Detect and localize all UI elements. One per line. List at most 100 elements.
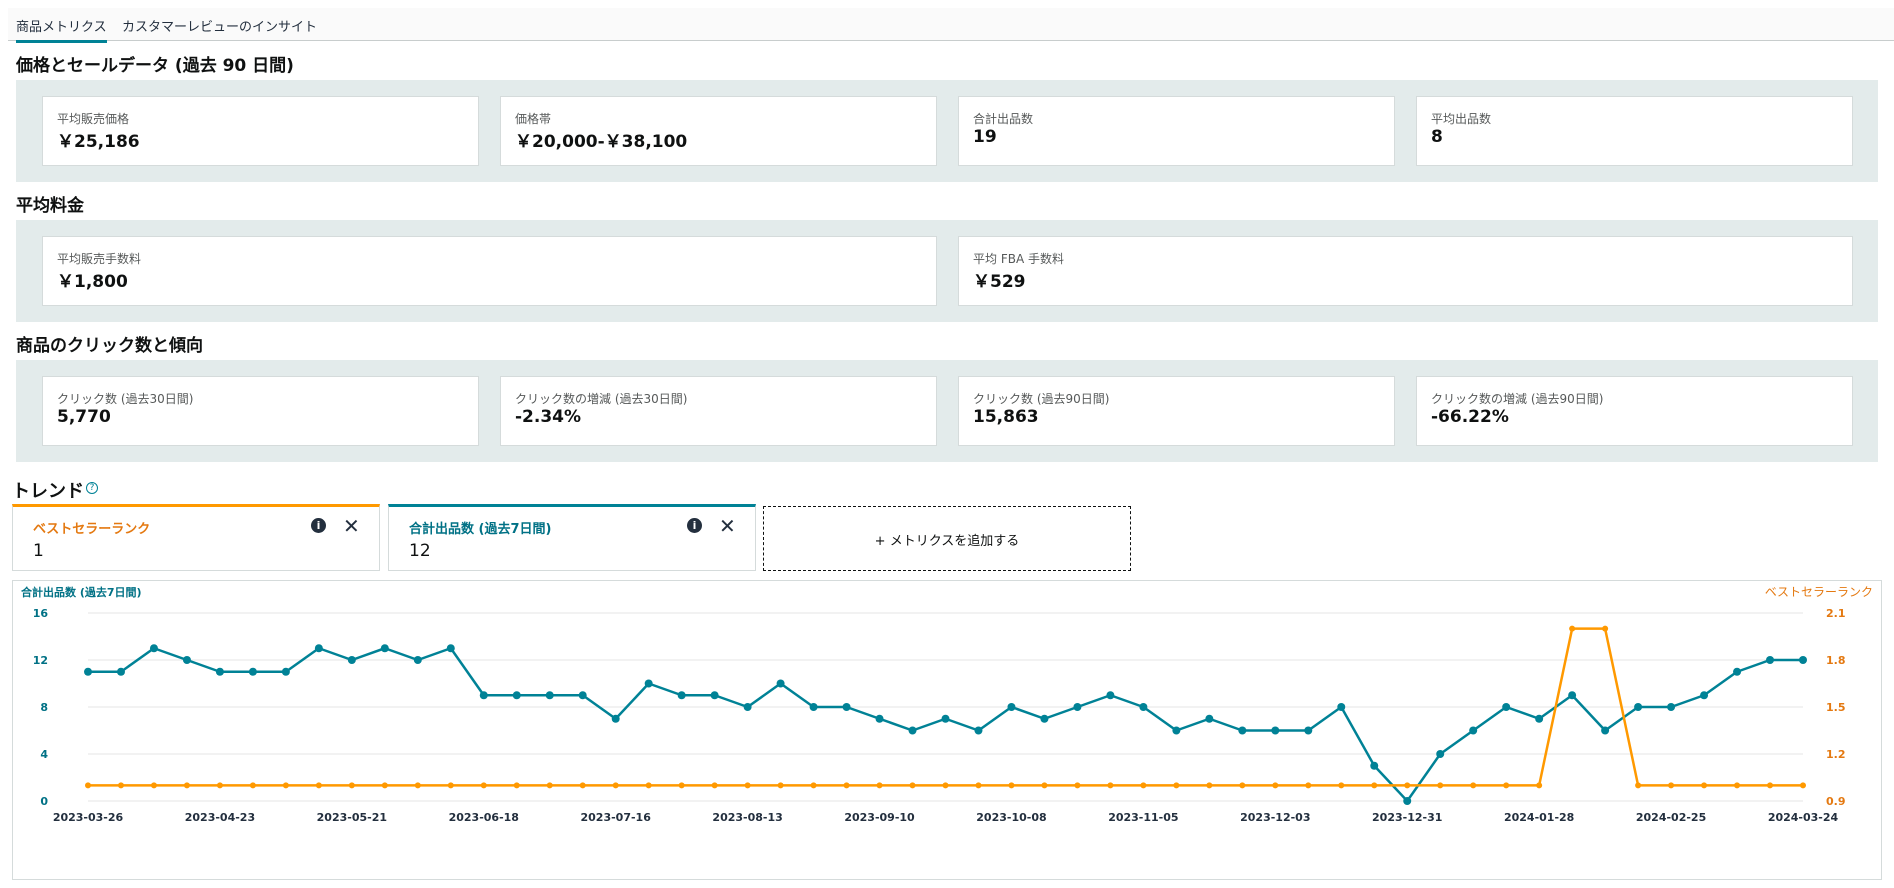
- metric-card-avg-fba-fee: 平均 FBA 手数料 ￥529: [958, 236, 1853, 306]
- data-point-bestseller-rank: [216, 782, 223, 789]
- info-icon[interactable]: i: [311, 518, 326, 533]
- metric-label: 価格帯: [515, 112, 552, 126]
- left-tick-label: 4: [40, 748, 48, 761]
- data-point-total-offers: [314, 644, 323, 653]
- data-point-bestseller-rank: [1635, 782, 1642, 789]
- data-point-total-offers: [1700, 691, 1709, 700]
- data-point-bestseller-rank: [1536, 782, 1543, 789]
- data-point-bestseller-rank: [777, 782, 784, 789]
- x-tick-label: 2023-04-23: [185, 811, 255, 824]
- question-circle-icon[interactable]: ?: [86, 482, 98, 494]
- data-point-total-offers: [875, 714, 884, 723]
- data-point-bestseller-rank: [744, 782, 751, 789]
- data-point-total-offers: [380, 644, 389, 653]
- data-point-bestseller-rank: [381, 782, 388, 789]
- metric-card-avg-offers: 平均出品数 8: [1416, 96, 1853, 166]
- metric-card-total-offers: 合計出品数 19: [958, 96, 1395, 166]
- data-point-total-offers: [743, 703, 752, 711]
- data-point-total-offers: [1370, 761, 1379, 770]
- data-point-total-offers: [281, 667, 290, 676]
- data-point-total-offers: [1238, 726, 1247, 735]
- data-point-total-offers: [1040, 714, 1049, 723]
- x-tick-label: 2024-03-24: [1768, 811, 1839, 824]
- data-point-bestseller-rank: [1437, 782, 1444, 789]
- x-tick-label: 2023-11-05: [1108, 811, 1178, 824]
- data-point-total-offers: [413, 656, 422, 664]
- fees-section-title: 平均料金: [16, 196, 84, 216]
- data-point-bestseller-rank: [1734, 782, 1741, 789]
- left-tick-label: 8: [40, 701, 48, 714]
- info-icon[interactable]: i: [687, 518, 702, 533]
- close-icon[interactable]: ✕: [343, 514, 360, 538]
- metric-label: クリック数 (過去90日間): [973, 392, 1110, 406]
- metric-chip-bestseller-rank[interactable]: ベストセラーランク 1 i ✕: [12, 504, 380, 571]
- data-point-bestseller-rank: [1206, 782, 1213, 789]
- metric-label: クリック数の増減 (過去90日間): [1431, 392, 1604, 406]
- right-tick-label: 2.1: [1826, 607, 1846, 620]
- metric-chip-total-offers-7d[interactable]: 合計出品数 (過去7日間) 12 i ✕: [388, 504, 756, 571]
- tab-bar: 商品メトリクス カスタマーレビューのインサイト: [8, 8, 1894, 43]
- x-tick-label: 2023-09-10: [844, 811, 915, 824]
- data-point-total-offers: [1436, 750, 1445, 758]
- price-band: 平均販売価格 ￥25,186 価格帯 ￥20,000-￥38,100 合計出品数…: [16, 80, 1878, 182]
- data-point-total-offers: [908, 726, 917, 735]
- data-point-bestseller-rank: [1701, 782, 1708, 789]
- metric-value: ￥25,186: [57, 132, 140, 152]
- data-point-total-offers: [1568, 691, 1577, 700]
- data-point-total-offers: [479, 691, 488, 700]
- data-point-bestseller-rank: [1767, 782, 1774, 789]
- metric-value: -2.34%: [515, 407, 582, 427]
- data-point-total-offers: [974, 726, 983, 735]
- data-point-total-offers: [1172, 726, 1181, 735]
- metric-value: 5,770: [57, 407, 111, 427]
- x-tick-label: 2024-01-28: [1504, 811, 1574, 824]
- tab-customer-review-insights[interactable]: カスタマーレビューのインサイト: [122, 20, 318, 35]
- x-tick-label: 2023-10-08: [976, 811, 1046, 824]
- tab-product-metrics[interactable]: 商品メトリクス: [16, 16, 107, 43]
- data-point-total-offers: [1766, 656, 1775, 664]
- data-point-bestseller-rank: [1800, 782, 1806, 789]
- data-point-bestseller-rank: [645, 782, 652, 789]
- data-point-total-offers: [182, 656, 191, 664]
- data-point-total-offers: [446, 644, 455, 653]
- data-point-bestseller-rank: [1305, 782, 1312, 789]
- data-point-bestseller-rank: [876, 782, 883, 789]
- metric-chip-label: ベストセラーランク: [33, 522, 151, 537]
- metric-value: ￥20,000-￥38,100: [515, 132, 688, 152]
- data-point-total-offers: [1139, 703, 1148, 711]
- data-point-total-offers: [512, 691, 521, 700]
- data-point-bestseller-rank: [1668, 782, 1675, 789]
- data-point-bestseller-rank: [150, 782, 157, 789]
- left-axis-title: 合計出品数 (過去7日間): [21, 585, 142, 599]
- add-metric-button[interactable]: + メトリクスを追加する: [763, 506, 1131, 571]
- data-point-bestseller-rank: [1239, 782, 1246, 789]
- data-point-total-offers: [1601, 726, 1610, 735]
- left-tick-label: 0: [40, 795, 48, 808]
- metric-card-clicks-change-30d: クリック数の増減 (過去30日間) -2.34%: [500, 376, 937, 446]
- left-tick-label: 16: [33, 607, 49, 620]
- data-point-bestseller-rank: [85, 782, 91, 789]
- price-section-title: 価格とセールデータ (過去 90 日間): [16, 56, 294, 76]
- data-point-total-offers: [1073, 703, 1082, 711]
- data-point-total-offers: [809, 703, 818, 711]
- metric-value: 8: [1431, 127, 1443, 147]
- metric-value: -66.22%: [1431, 407, 1509, 427]
- data-point-total-offers: [1535, 714, 1544, 723]
- metric-value: ￥1,800: [57, 272, 128, 292]
- data-point-bestseller-rank: [1041, 782, 1048, 789]
- data-point-bestseller-rank: [546, 782, 553, 789]
- data-point-total-offers: [1106, 691, 1115, 700]
- right-axis-title: ベストセラーランク: [1765, 585, 1873, 599]
- metric-value: 19: [973, 127, 997, 147]
- trend-title: トレンド: [12, 481, 84, 502]
- data-point-bestseller-rank: [942, 782, 949, 789]
- data-point-total-offers: [1304, 726, 1313, 735]
- left-tick-label: 12: [33, 654, 48, 667]
- fees-band: 平均販売手数料 ￥1,800 平均 FBA 手数料 ￥529: [16, 220, 1878, 322]
- data-point-total-offers: [149, 644, 158, 653]
- right-tick-label: 1.2: [1826, 748, 1846, 761]
- data-point-total-offers: [1634, 703, 1643, 711]
- close-icon[interactable]: ✕: [719, 514, 736, 538]
- metric-label: クリック数 (過去30日間): [57, 392, 194, 406]
- x-tick-label: 2023-06-18: [449, 811, 519, 824]
